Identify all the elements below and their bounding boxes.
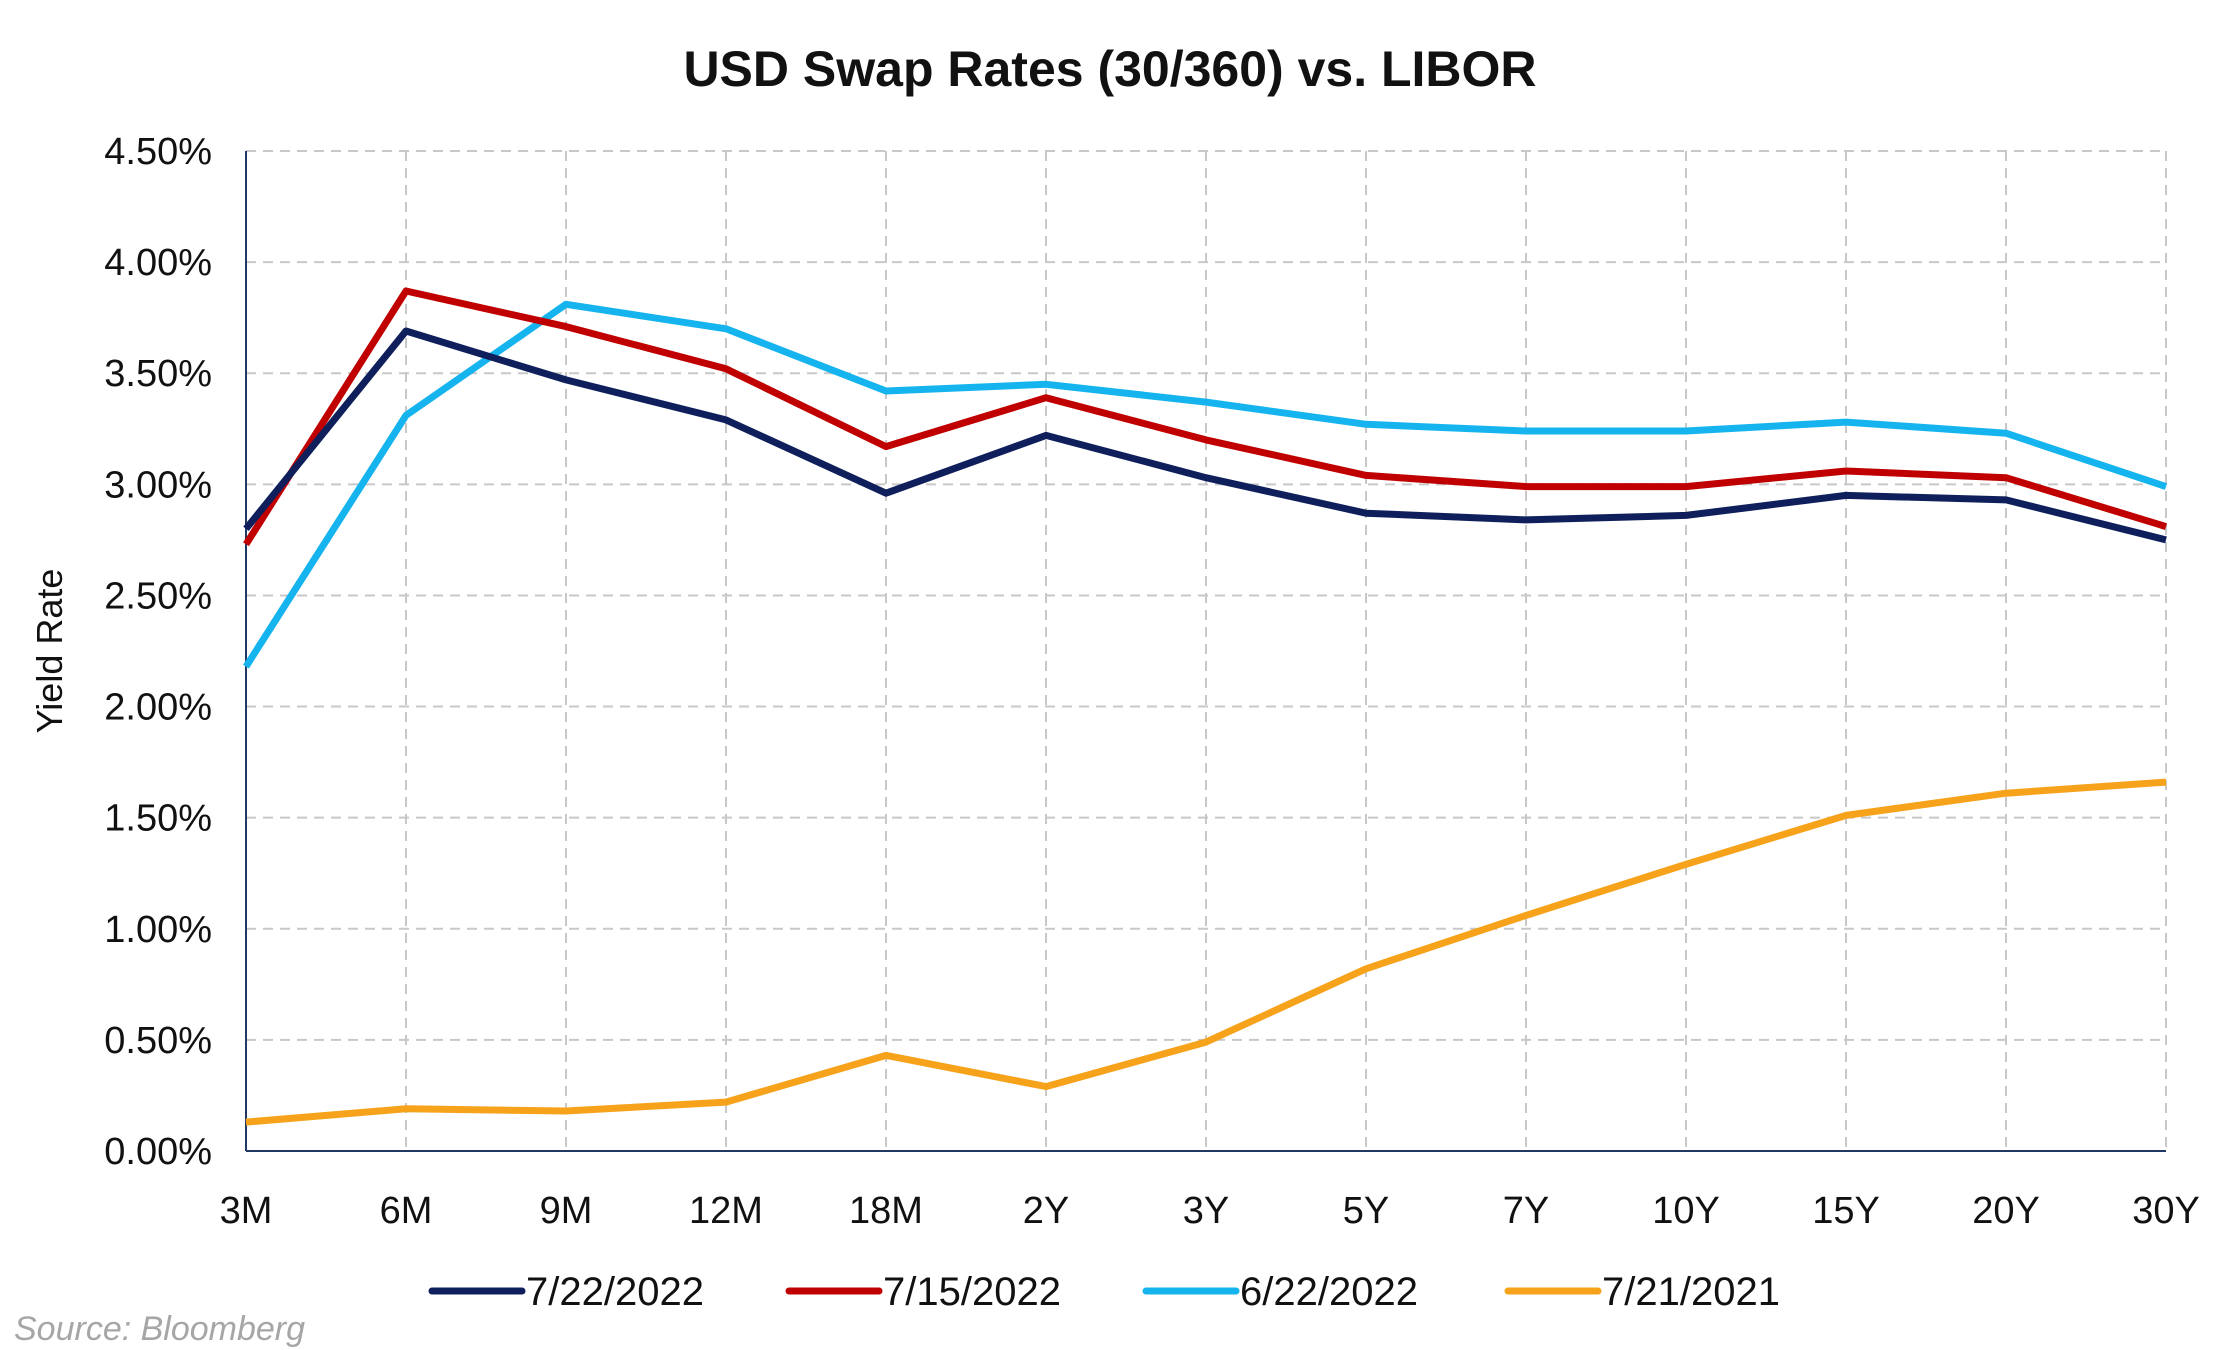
x-tick-label: 3M (220, 1190, 273, 1232)
series-line (243, 300, 2168, 669)
legend: 7/22/2022 7/15/2022 6/22/2022 7/21/2021 (428, 1270, 1780, 1314)
legend-label: 7/22/2022 (526, 1270, 704, 1314)
x-tick-label: 6M (380, 1190, 433, 1232)
x-tick-label: 20Y (1972, 1190, 2040, 1232)
x-tick-label: 15Y (1812, 1190, 1880, 1232)
y-tick-label: 1.50% (104, 798, 212, 840)
y-tick-label: 4.50% (104, 131, 212, 173)
x-tick-label: 9M (540, 1190, 593, 1232)
y-tick-label: 1.00% (104, 909, 212, 951)
series-line (245, 778, 2167, 1126)
series-line (243, 327, 2167, 544)
x-tick-label: 3Y (1183, 1190, 1229, 1232)
x-tick-label: 7Y (1503, 1190, 1549, 1232)
axes (245, 151, 2166, 1152)
y-tick-label: 4.00% (104, 242, 212, 284)
y-axis-label: Yield Rate (29, 569, 70, 734)
series-line (243, 287, 2168, 547)
x-tick-label: 5Y (1343, 1190, 1389, 1232)
x-tick-label: 30Y (2132, 1190, 2200, 1232)
legend-label: 7/21/2021 (1602, 1270, 1780, 1314)
source-note: Source: Bloomberg (14, 1310, 305, 1348)
y-axis-ticks: 0.00% 0.50% 1.00% 1.50% 2.00% 2.50% 3.00% 3.50%… (104, 131, 212, 1173)
x-tick-label: 2Y (1023, 1190, 1069, 1232)
y-tick-label: 0.50% (104, 1020, 212, 1062)
y-tick-label: 0.00% (104, 1131, 212, 1173)
x-tick-label: 12M (689, 1190, 763, 1232)
y-tick-label: 2.00% (104, 687, 212, 729)
x-tick-label: 10Y (1652, 1190, 1720, 1232)
x-tick-label: 18M (849, 1190, 923, 1232)
y-tick-label: 3.00% (104, 464, 212, 506)
series-lines (243, 287, 2168, 1126)
y-tick-label: 3.50% (104, 353, 212, 395)
chart-title: USD Swap Rates (30/360) vs. LIBOR (683, 41, 1536, 97)
y-tick-label: 2.50% (104, 575, 212, 617)
legend-label: 7/15/2022 (883, 1270, 1061, 1314)
x-axis-ticks: 3M 6M 9M 12M 18M 2Y 3Y 5Y 7Y 10Y 15Y 20Y 30Y (220, 1190, 2200, 1232)
gridlines (246, 150, 2167, 1151)
legend-label: 6/22/2022 (1240, 1270, 1418, 1314)
